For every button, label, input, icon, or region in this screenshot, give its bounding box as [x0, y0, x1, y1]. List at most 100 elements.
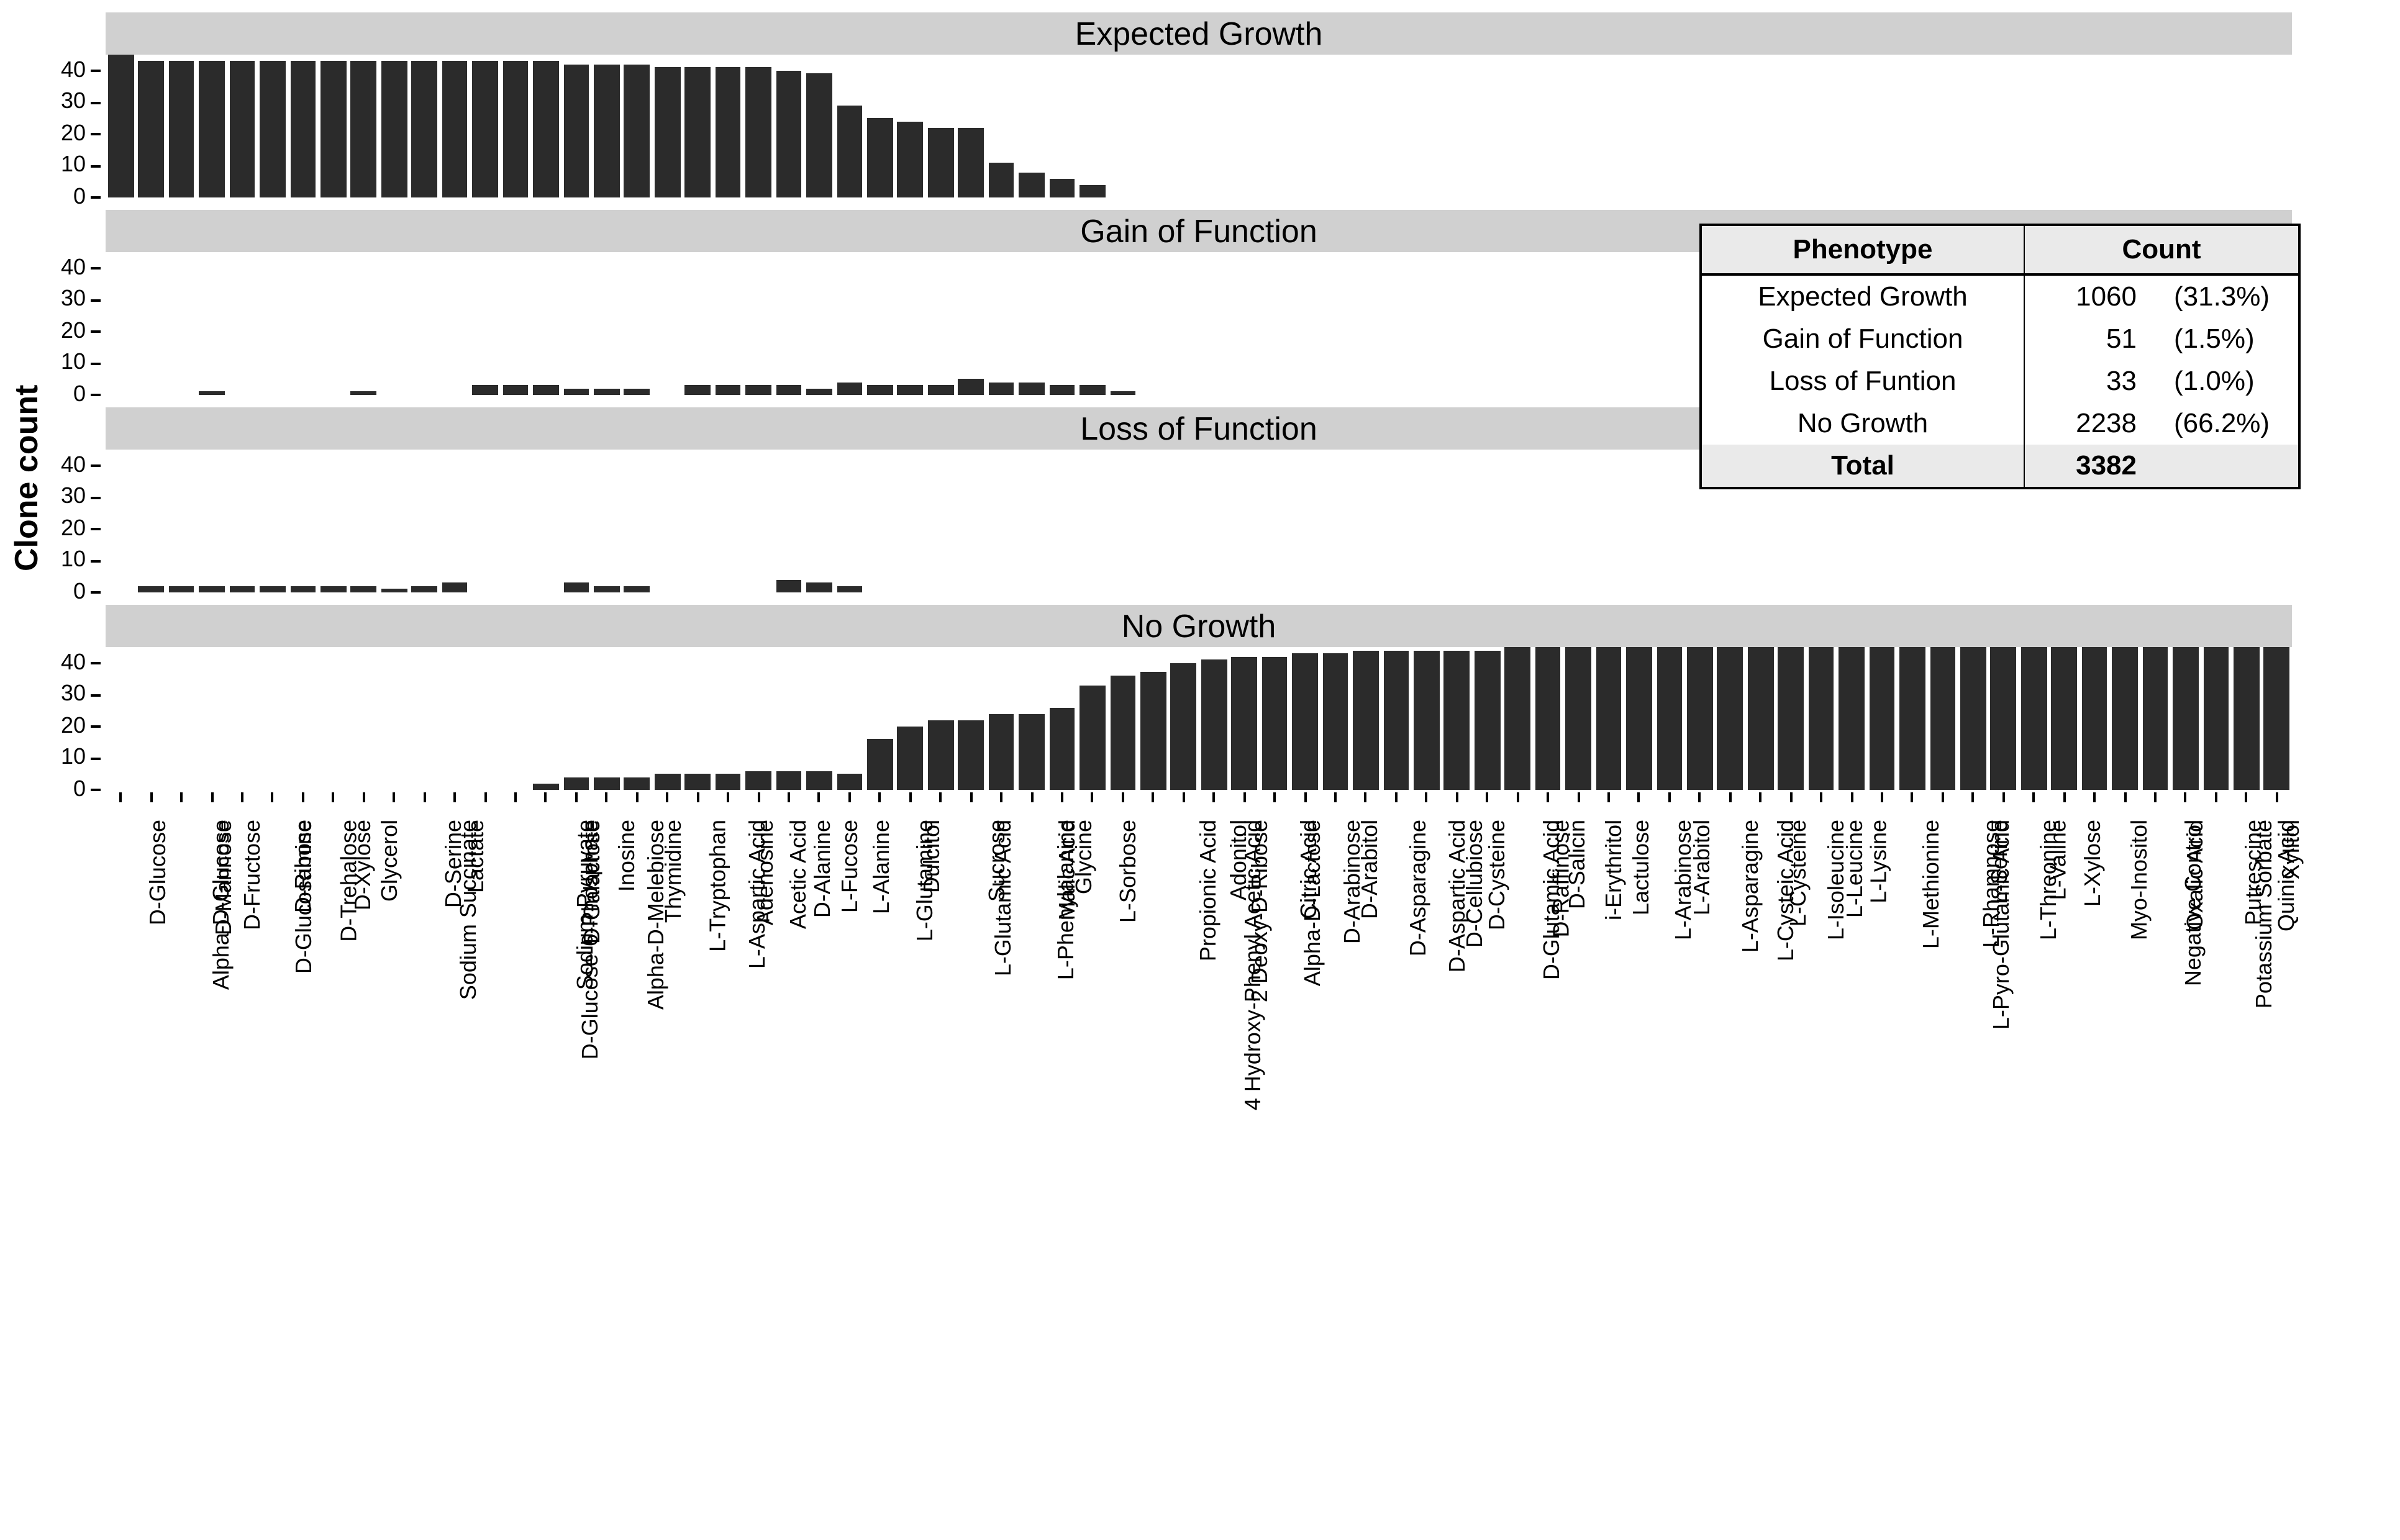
bar [1080, 386, 1106, 395]
x-tick: D-Cysteine [1442, 792, 1472, 831]
bar [533, 784, 559, 790]
bar [1808, 647, 1834, 790]
y-tick: 20 [39, 515, 101, 541]
y-tick: 0 [39, 579, 101, 605]
x-tick-label: Sucrose [984, 820, 1010, 902]
summary-header-count: Count [2024, 226, 2298, 274]
x-tick-mark [1061, 792, 1063, 802]
x-tick-mark [1516, 792, 1519, 802]
x-tick-mark [2032, 792, 2035, 802]
x-tick-mark [2063, 792, 2065, 802]
bar [655, 774, 681, 790]
x-tick-mark [1699, 792, 1701, 802]
x-tick: L-Phenylalanine [986, 792, 1016, 831]
bar [1778, 647, 1804, 790]
x-tick: L-Cysteic Acid [1716, 792, 1745, 831]
bar [806, 74, 832, 197]
bar [685, 67, 711, 197]
x-tick: D-Cellubiose [1412, 792, 1442, 831]
x-tick: Inosine [592, 792, 622, 831]
bar [928, 386, 954, 395]
bar [867, 386, 893, 395]
x-tick-mark [271, 792, 274, 802]
bar [1171, 663, 1197, 790]
bar [533, 61, 559, 197]
summary-table: Phenotype Count Expected Growth1060(31.3… [1699, 224, 2301, 489]
x-tick-mark [1729, 792, 1732, 802]
bar [502, 61, 529, 197]
x-tick-mark [2124, 792, 2126, 802]
bar [290, 586, 316, 592]
x-tick: L-Pyro-Glutamic Acid [1898, 792, 1927, 831]
x-tick-mark [119, 792, 122, 802]
bar [958, 720, 984, 790]
x-tick-mark [514, 792, 517, 802]
panel: Expected Growth010203040 [106, 12, 2292, 197]
x-tick-label: Glycine [1071, 820, 1098, 894]
x-tick-label: L-Methionine [1919, 820, 1945, 949]
bar [715, 386, 741, 395]
x-tick-label: Acetic Acid [785, 820, 811, 929]
bar [837, 774, 863, 790]
x-tick: L-Glutamine [865, 792, 895, 831]
bar [502, 386, 529, 395]
x-tick: Sodium Pyruvate [501, 792, 530, 831]
bar [139, 586, 165, 592]
x-tick: L-Isoleucine [1776, 792, 1806, 831]
bar [1110, 676, 1136, 790]
bar [168, 586, 194, 592]
bar [988, 163, 1014, 197]
x-tick: Alpha-D-Melebiose [561, 792, 591, 831]
x-tick: Lactate [440, 792, 470, 831]
bar [412, 61, 438, 197]
x-tick: Negative Control [2110, 792, 2140, 831]
x-tick: Glycine [1047, 792, 1077, 831]
x-tick-mark [818, 792, 820, 802]
x-tick: L-Arabinose [1624, 792, 1654, 831]
x-tick-mark [1577, 792, 1580, 802]
x-tick-label: D-Serine [440, 820, 466, 908]
bar [320, 61, 347, 197]
bar [199, 61, 225, 197]
cell-count: 51 [2024, 318, 2161, 360]
x-tick-mark [2002, 792, 2005, 802]
x-tick-mark [879, 792, 881, 802]
x-tick: L-Glutamic Acid [925, 792, 955, 831]
x-tick: L-Arabitol [1655, 792, 1684, 831]
cell-pct: (66.2%) [2161, 402, 2298, 445]
x-tick-label: L-Asparagine [1739, 820, 1765, 953]
x-tick-label: L-Cysteine [1786, 820, 1812, 926]
bar [594, 586, 620, 592]
bar [655, 67, 681, 197]
bar [806, 583, 832, 592]
bar [776, 386, 802, 395]
bar [1140, 673, 1166, 790]
panel-body: 010203040 [106, 647, 2292, 790]
bar [1080, 185, 1106, 197]
bar [715, 774, 741, 790]
bar [351, 392, 377, 395]
y-tick: 30 [39, 89, 101, 115]
y-tick: 0 [39, 184, 101, 210]
x-tick: Thymidine [622, 792, 652, 831]
x-tick-mark [1972, 792, 1975, 802]
x-tick: Lactulose [1594, 792, 1624, 831]
bar [1626, 647, 1652, 790]
bar [472, 386, 498, 395]
bar [806, 389, 832, 395]
bar [1019, 172, 1045, 197]
x-tick-mark [1789, 792, 1792, 802]
bar [1991, 647, 2017, 790]
bar [2052, 647, 2078, 790]
bar [1383, 650, 1409, 790]
x-tick: L-Aspartic Acid [683, 792, 712, 831]
x-tick-mark [970, 792, 972, 802]
bar [1565, 647, 1591, 790]
x-tick-label: D-Ribose [291, 820, 317, 913]
y-tick: 10 [39, 745, 101, 771]
x-tick-label: Putrescine [2241, 820, 2267, 925]
x-tick-label: L-Lysine [1865, 820, 1891, 904]
x-tick-mark [1759, 792, 1761, 802]
x-tick-label: Propionic Acid [1196, 820, 1222, 961]
x-tick: 4 Hydroxy-Phenyl Acetic Acid [1108, 792, 1138, 831]
